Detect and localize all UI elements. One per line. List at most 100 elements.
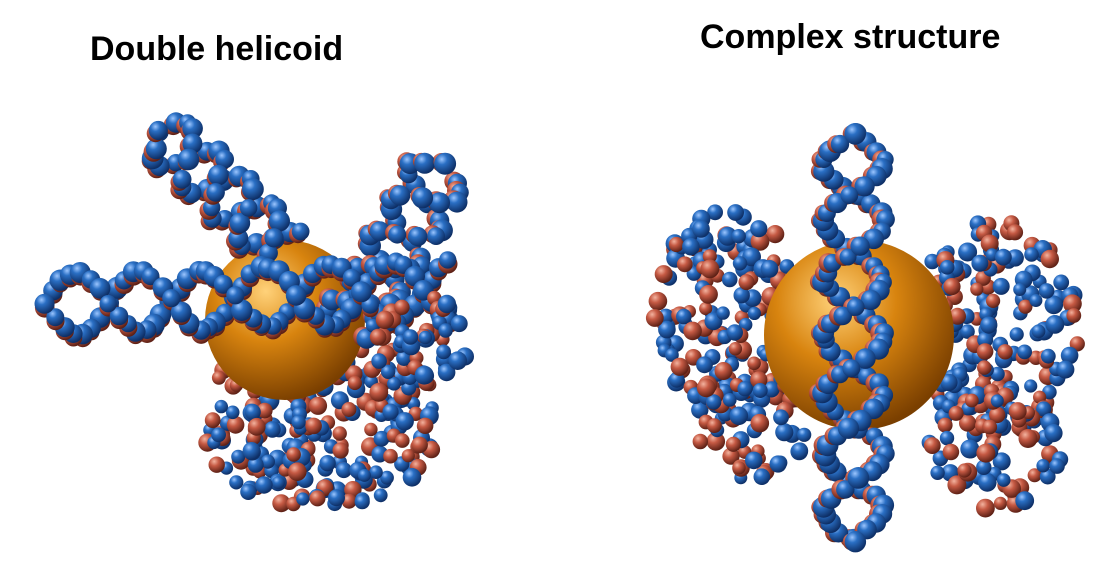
red-bead (1018, 299, 1033, 314)
red-bead (699, 301, 713, 316)
blue-bead (797, 427, 812, 442)
blue-bead (141, 267, 160, 286)
blue-bead (291, 414, 306, 430)
blue-bead (145, 138, 167, 160)
red-bead (332, 442, 349, 459)
blue-bead (855, 348, 876, 369)
blue-bead (1049, 458, 1065, 474)
blue-bead (980, 316, 998, 334)
blue-bead (369, 465, 383, 480)
blue-bead (775, 423, 794, 442)
blue-bead (239, 199, 258, 217)
blue-bead (839, 248, 857, 266)
red-bead (1027, 468, 1042, 483)
blue-bead (271, 476, 285, 490)
red-bead (417, 417, 434, 434)
red-bead (411, 436, 428, 454)
blue-bead (434, 152, 457, 175)
red-bead (980, 234, 999, 253)
blue-bead (682, 237, 700, 256)
blue-bead (369, 221, 390, 242)
blue-bead (726, 324, 743, 341)
blue-bead (437, 363, 456, 382)
blue-bead (1017, 344, 1032, 360)
blue-bead (992, 452, 1011, 471)
red-bead (1063, 294, 1082, 314)
red-bead (977, 360, 992, 375)
red-bead (1006, 224, 1024, 241)
blue-bead (760, 260, 779, 278)
red-bead (676, 256, 693, 273)
blue-bead (182, 133, 203, 154)
blue-bead (34, 293, 55, 314)
red-bead (699, 285, 718, 304)
red-bead (309, 490, 326, 507)
blue-bead (844, 123, 866, 145)
blue-bead (208, 164, 229, 186)
blue-bead (854, 176, 875, 197)
complex-structure-render (645, 122, 1085, 553)
red-bead (700, 259, 720, 279)
blue-bead (268, 210, 290, 232)
blue-bead (162, 289, 181, 308)
blue-bead (172, 169, 192, 189)
blue-bead (342, 268, 361, 287)
blue-bead (847, 467, 870, 489)
blue-bead (206, 183, 225, 202)
blue-bead (791, 442, 809, 460)
blue-bead (296, 492, 310, 506)
blue-bead (707, 204, 723, 221)
blue-bead (448, 351, 468, 371)
blue-bead (773, 409, 789, 426)
red-bead (747, 356, 761, 371)
blue-bead (977, 331, 994, 348)
blue-bead (229, 212, 251, 234)
red-bead (347, 375, 362, 391)
red-bead (714, 362, 733, 380)
blue-bead (830, 134, 850, 154)
red-bead (943, 278, 961, 296)
blue-bead (1045, 315, 1065, 334)
blue-bead (148, 120, 168, 141)
red-bead (750, 413, 770, 433)
panel-title: Double helicoid (90, 30, 344, 68)
blue-bead (242, 178, 264, 201)
blue-bead (1031, 324, 1046, 339)
blue-bead (437, 294, 457, 314)
red-bead (204, 412, 221, 429)
red-bead (982, 419, 998, 435)
bead-layer-front (808, 122, 895, 553)
blue-bead (439, 251, 457, 269)
blue-bead (244, 404, 261, 420)
blue-bead (691, 401, 709, 419)
blue-bead (382, 403, 399, 420)
red-bead (670, 357, 689, 376)
blue-bead (990, 394, 1004, 408)
blue-bead (177, 148, 200, 171)
red-bead (937, 417, 953, 433)
red-bead (1066, 308, 1082, 323)
blue-bead (658, 320, 676, 339)
blue-bead (1056, 360, 1075, 379)
blue-bead (371, 353, 387, 369)
blue-bead (992, 277, 1010, 295)
blue-bead (436, 344, 451, 360)
blue-bead (1044, 295, 1064, 315)
panel-complex-structure: Complex structure (554, 0, 1108, 582)
blue-bead (438, 323, 453, 338)
blue-bead (231, 449, 246, 464)
blue-bead (1009, 327, 1024, 342)
blue-bead (750, 220, 768, 238)
red-bead (332, 426, 347, 441)
blue-bead (285, 285, 307, 306)
red-bead (308, 396, 328, 415)
blue-bead (231, 299, 253, 322)
red-bead (976, 343, 994, 360)
panel-double-helicoid: Double helicoid (34, 30, 474, 513)
blue-bead (264, 228, 284, 248)
blue-bead (960, 324, 975, 339)
blue-bead (978, 473, 997, 492)
red-bead (702, 249, 717, 264)
blue-bead (328, 489, 345, 507)
blue-bead (1036, 401, 1052, 417)
